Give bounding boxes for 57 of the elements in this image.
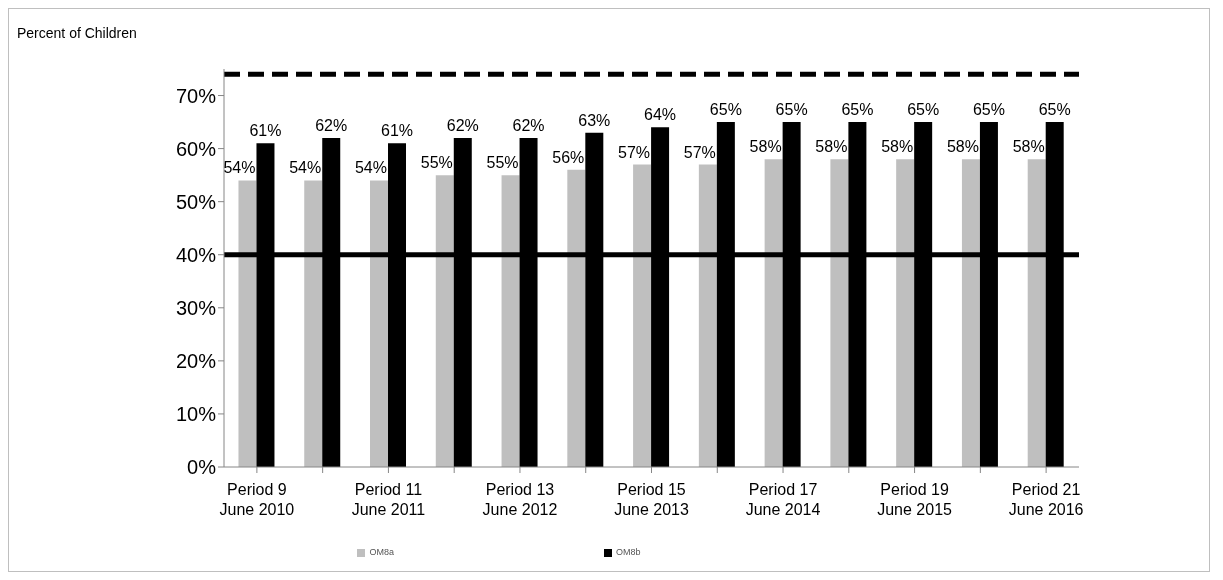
- data-label: 54%: [354, 159, 388, 177]
- bar: [764, 159, 783, 467]
- bar: [370, 180, 389, 467]
- data-label: 55%: [420, 154, 453, 172]
- data-label: 54%: [223, 159, 256, 177]
- data-label: 64%: [644, 106, 677, 124]
- bar: [435, 175, 454, 467]
- bar: [501, 175, 520, 467]
- data-label: 62%: [315, 116, 348, 134]
- x-tick-label: Period 9 June 2010: [219, 481, 295, 518]
- data-label: 65%: [841, 101, 874, 119]
- bar: [698, 164, 717, 467]
- data-label: 58%: [815, 138, 848, 156]
- data-label: 63%: [578, 111, 611, 129]
- y-tick-label: 70%: [175, 84, 217, 107]
- data-label: 61%: [249, 122, 282, 140]
- legend-label: OM8a: [369, 547, 394, 557]
- data-label: 57%: [683, 143, 716, 161]
- data-label: 65%: [907, 101, 940, 119]
- data-label: 65%: [709, 101, 742, 119]
- bar: [1027, 159, 1046, 467]
- x-tick-label: Period 19 June 2015: [877, 481, 953, 518]
- data-label: 65%: [1038, 101, 1071, 119]
- legend-label: OM8b: [616, 547, 641, 557]
- y-tick-label: 0%: [187, 456, 217, 479]
- bar: [896, 159, 915, 467]
- x-tick-label: Period 21 June 2016: [1008, 481, 1084, 518]
- data-label: 56%: [552, 148, 585, 166]
- data-label: 57%: [618, 143, 651, 161]
- data-label: 55%: [486, 154, 519, 172]
- bar: [304, 180, 323, 467]
- bar: [830, 159, 849, 467]
- x-tick-label: Period 11 June 2011: [351, 481, 426, 518]
- data-label: 62%: [446, 116, 479, 134]
- data-label: 54%: [289, 159, 322, 177]
- y-tick-label: 10%: [175, 403, 217, 426]
- data-label: 62%: [512, 116, 545, 134]
- data-label: 58%: [946, 138, 979, 156]
- data-label: 58%: [1012, 138, 1045, 156]
- data-label: 61%: [380, 122, 414, 140]
- y-tick-label: 30%: [175, 296, 217, 319]
- y-tick-label: 50%: [175, 190, 217, 213]
- y-tick-label: 40%: [175, 243, 217, 266]
- y-axis-title: Percent of Children: [17, 25, 137, 41]
- data-label: 65%: [775, 101, 808, 119]
- y-tick-label: 20%: [175, 349, 217, 372]
- data-label: 65%: [972, 101, 1005, 119]
- bar: [567, 169, 586, 467]
- bar: [961, 159, 980, 467]
- x-tick-label: Period 13 June 2012: [482, 481, 558, 518]
- data-label: 58%: [881, 138, 914, 156]
- data-label: 58%: [749, 138, 782, 156]
- bar: [633, 164, 652, 467]
- y-tick-label: 60%: [175, 137, 217, 160]
- x-tick-label: Period 15 June 2013: [614, 481, 689, 518]
- x-tick-label: Period 17 June 2014: [745, 481, 821, 518]
- bar: [238, 180, 257, 467]
